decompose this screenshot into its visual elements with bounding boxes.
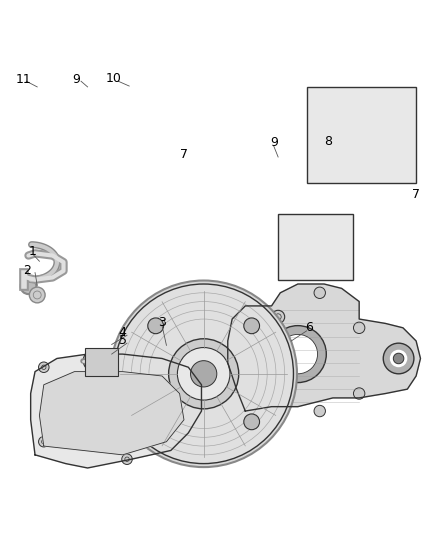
Circle shape [272, 310, 285, 324]
Text: 1: 1 [29, 245, 37, 257]
Circle shape [39, 437, 49, 447]
Circle shape [21, 278, 36, 294]
Circle shape [314, 405, 325, 417]
Text: 2: 2 [23, 264, 31, 277]
Text: 5: 5 [119, 335, 127, 348]
Circle shape [122, 454, 132, 464]
Circle shape [339, 266, 348, 275]
Circle shape [283, 219, 291, 227]
Polygon shape [39, 372, 184, 455]
Circle shape [110, 280, 297, 467]
Circle shape [183, 375, 194, 386]
Circle shape [248, 383, 260, 395]
FancyBboxPatch shape [307, 87, 416, 183]
Circle shape [161, 397, 180, 416]
Text: 10: 10 [106, 71, 122, 85]
Circle shape [244, 318, 260, 334]
Text: 7: 7 [412, 188, 420, 201]
Circle shape [29, 287, 45, 303]
Circle shape [169, 339, 239, 409]
Circle shape [339, 113, 383, 157]
Circle shape [39, 362, 49, 373]
Circle shape [80, 390, 113, 423]
FancyBboxPatch shape [85, 348, 118, 376]
Text: 3: 3 [158, 316, 166, 329]
Circle shape [248, 327, 260, 338]
Circle shape [269, 326, 326, 383]
Circle shape [154, 390, 187, 423]
Circle shape [72, 383, 120, 431]
Text: 9: 9 [73, 72, 81, 85]
Text: 4: 4 [119, 326, 127, 338]
Circle shape [353, 322, 365, 334]
Text: 9: 9 [270, 136, 278, 149]
Circle shape [164, 400, 177, 413]
Polygon shape [31, 354, 201, 468]
Polygon shape [228, 284, 420, 411]
Circle shape [148, 318, 163, 334]
Text: 11: 11 [15, 72, 31, 85]
Circle shape [88, 355, 100, 366]
Circle shape [244, 414, 260, 430]
Circle shape [298, 229, 333, 264]
Circle shape [339, 219, 348, 227]
Circle shape [114, 284, 293, 464]
Circle shape [353, 388, 365, 399]
Circle shape [383, 343, 414, 374]
Circle shape [283, 266, 291, 275]
Circle shape [304, 236, 327, 258]
Circle shape [191, 361, 217, 387]
Text: 7: 7 [180, 148, 188, 161]
Circle shape [148, 414, 163, 430]
Circle shape [310, 165, 321, 176]
Text: 6: 6 [305, 321, 313, 334]
Circle shape [402, 94, 413, 106]
Circle shape [278, 334, 318, 374]
Circle shape [390, 350, 407, 367]
Circle shape [310, 94, 321, 106]
Circle shape [83, 350, 105, 372]
Text: 8: 8 [325, 135, 332, 148]
Circle shape [331, 104, 392, 166]
Circle shape [177, 348, 230, 400]
Circle shape [314, 287, 325, 298]
Circle shape [402, 165, 413, 176]
Circle shape [393, 353, 404, 364]
FancyBboxPatch shape [278, 214, 353, 280]
